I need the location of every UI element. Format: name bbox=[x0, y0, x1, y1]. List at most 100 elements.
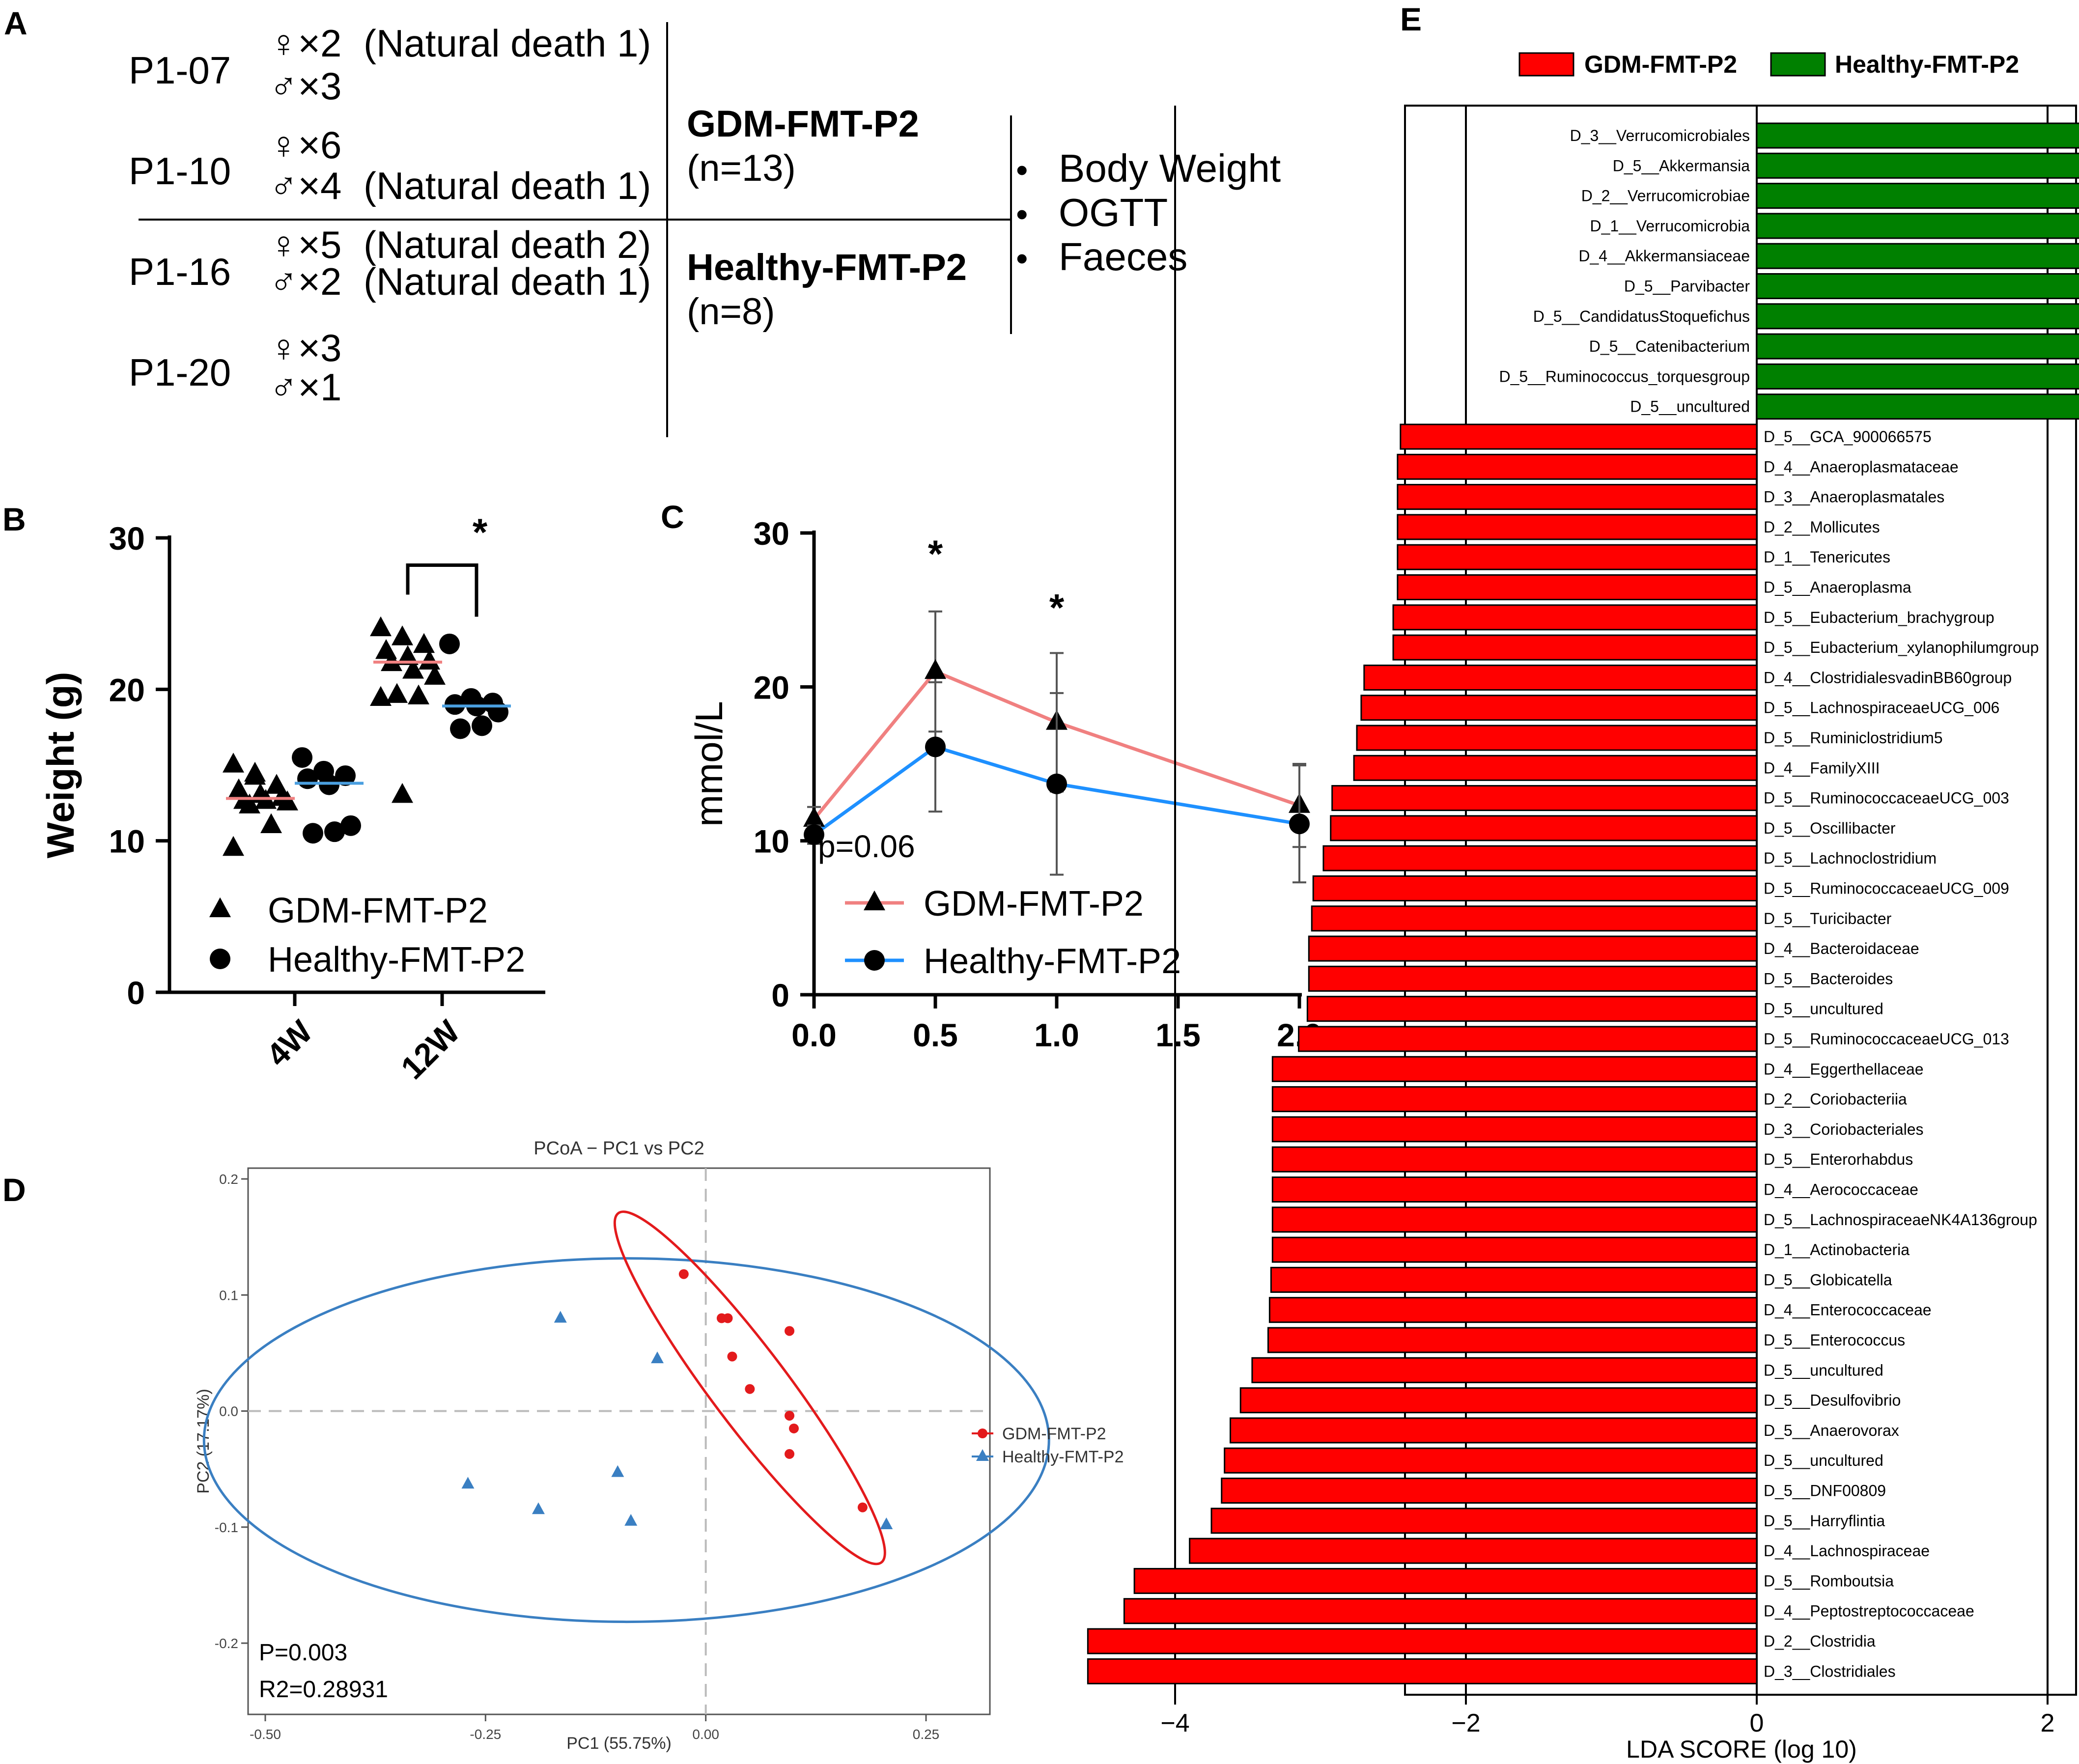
healthy-pcoa-point bbox=[461, 1477, 475, 1489]
lda-bar bbox=[1189, 1538, 1758, 1564]
healthy-weight-point bbox=[324, 821, 345, 842]
lda-bar bbox=[1756, 393, 2079, 420]
x-tick-label: 0.0 bbox=[791, 1017, 837, 1053]
gdm-weight-point bbox=[223, 836, 244, 856]
lda-bar-label: D_1__Actinobacteria bbox=[1764, 1241, 1910, 1259]
healthy-weight-point bbox=[292, 747, 312, 768]
x-tick-label: 1.5 bbox=[1155, 1017, 1201, 1053]
legend-label-healthy: Healthy-FMT-P2 bbox=[924, 942, 1181, 981]
significance-star: * bbox=[473, 510, 488, 554]
gdm-weight-point bbox=[424, 665, 446, 685]
lda-bar-label: D_3__Anaeroplasmatales bbox=[1764, 488, 1944, 506]
gdm-pcoa-point bbox=[785, 1410, 795, 1421]
gdm-weight-point bbox=[386, 683, 408, 703]
gdm-series-line bbox=[813, 669, 1300, 821]
lda-bar bbox=[1331, 785, 1758, 812]
lda-bar bbox=[1400, 423, 1758, 450]
lda-bar-label: D_4__Bacteroidaceae bbox=[1764, 940, 1919, 957]
lda-bar bbox=[1397, 453, 1758, 480]
y-tick-label: 20 bbox=[109, 672, 145, 708]
legend-marker-healthy bbox=[864, 950, 885, 971]
legend-marker-gdm bbox=[978, 1428, 987, 1438]
lda-bar bbox=[1133, 1568, 1758, 1594]
litter-female-count: ♀×3 bbox=[269, 326, 341, 369]
lda-bar bbox=[1268, 1297, 1758, 1323]
legend-swatch-gdm bbox=[1518, 52, 1574, 77]
litter-male-count: ♂×4 bbox=[269, 164, 341, 207]
healthy-pcoa-point bbox=[880, 1517, 893, 1529]
lda-bar-label: D_5__LachnospiraceaeUCG_006 bbox=[1764, 699, 1999, 717]
lda-bar bbox=[1229, 1417, 1758, 1444]
litter-note: (Natural death 1) bbox=[364, 22, 651, 65]
x-tick-label: 4W bbox=[259, 1013, 320, 1073]
lda-bar-label: D_2__Mollicutes bbox=[1764, 518, 1880, 536]
lda-bar bbox=[1267, 1327, 1758, 1353]
lda-bar-label: D_3__Clostridiales bbox=[1764, 1662, 1896, 1680]
lda-bar-label: D_2__Coriobacteriia bbox=[1764, 1091, 1907, 1108]
healthy-weight-point bbox=[340, 815, 361, 836]
lda-bar bbox=[1756, 122, 2079, 149]
stat-p-value: P=0.003 bbox=[259, 1640, 347, 1666]
lda-bar bbox=[1210, 1508, 1758, 1534]
lda-bar-label: D_5__Oscillibacter bbox=[1764, 819, 1896, 837]
x-tick-label: 2 bbox=[2041, 1709, 2055, 1737]
lda-bar-label: D_5__Romboutsia bbox=[1764, 1572, 1894, 1590]
healthy-pcoa-point bbox=[651, 1351, 664, 1364]
y-tick-label: 0.0 bbox=[219, 1404, 238, 1419]
gdm-pcoa-point bbox=[785, 1326, 795, 1336]
litter-male-count: ♂×3 bbox=[269, 64, 341, 108]
lda-bar bbox=[1392, 604, 1758, 631]
lda-bar-label: D_1__Tenericutes bbox=[1764, 548, 1890, 566]
ogtt-chart-marks: * * p=0.06 GDM-FMT-P2 Healthy-FMT-P2 bbox=[803, 532, 1310, 981]
lda-bar-label: D_5__Ruminococcus_torquesgroup bbox=[1499, 367, 1750, 385]
lda-bar-label: D_5__Ruminiclostridium5 bbox=[1764, 729, 1943, 747]
lda-bar bbox=[1312, 875, 1758, 901]
legend-label-gdm: GDM-FMT-P2 bbox=[1584, 51, 1737, 78]
lda-bar bbox=[1756, 273, 2079, 299]
legend-label-gdm: GDM-FMT-P2 bbox=[268, 891, 488, 930]
panel-letter-b: B bbox=[2, 501, 26, 537]
x-tick-label: −4 bbox=[1160, 1709, 1189, 1737]
lda-bar-label: D_1__Verrucomicrobia bbox=[1590, 217, 1750, 235]
y-axis-label: mmol/L bbox=[687, 701, 730, 827]
lda-bar-label: D_4__Eggerthellaceae bbox=[1764, 1060, 1924, 1078]
legend-label-healthy: Healthy-FMT-P2 bbox=[268, 940, 525, 980]
lda-bar bbox=[1311, 905, 1758, 932]
litter-female-count: ♀×5 bbox=[269, 223, 341, 266]
significance-star: * bbox=[1049, 586, 1065, 629]
panel-d: D PCoA − PC1 vs PC2 -0.50 -0.25 0.00 0.25 -0.… bbox=[2, 1138, 1124, 1753]
gdm-ogtt-point bbox=[803, 807, 825, 827]
gdm-pcoa-point bbox=[727, 1351, 737, 1362]
y-tick-label: 30 bbox=[109, 520, 145, 557]
lda-bar-label: D_5__Bacteroides bbox=[1764, 970, 1893, 987]
legend-label-healthy: Healthy-FMT-P2 bbox=[1835, 51, 2019, 78]
lda-bar bbox=[1221, 1478, 1758, 1504]
lda-bar bbox=[1251, 1357, 1758, 1383]
lda-bar bbox=[1271, 1146, 1758, 1173]
lda-bar-label: D_4__Enterococcaceae bbox=[1764, 1301, 1932, 1319]
litter-note: (Natural death 1) bbox=[364, 260, 651, 303]
lda-bar bbox=[1322, 845, 1758, 871]
panel-letter-c: C bbox=[661, 499, 684, 535]
lda-bar-label: D_4__Akkermansiaceae bbox=[1578, 247, 1750, 265]
bullet-dot: • bbox=[1016, 239, 1028, 278]
y-tick-label: 0.2 bbox=[219, 1172, 238, 1187]
lda-bar-label: D_5__Parvibacter bbox=[1624, 278, 1750, 295]
healthy-weight-point bbox=[439, 633, 460, 654]
lda-bar-label: D_5__CandidatusStoquefichus bbox=[1533, 308, 1750, 325]
healthy-weight-point bbox=[472, 715, 492, 736]
panel-letter-a: A bbox=[4, 5, 28, 41]
litter-male-count: ♂×1 bbox=[269, 365, 341, 409]
healthy-ogtt-point bbox=[1046, 773, 1067, 794]
litter-note: (Natural death 1) bbox=[364, 164, 651, 207]
gdm-weight-point bbox=[392, 783, 413, 803]
litter-female-count: ♀×6 bbox=[269, 123, 341, 167]
lda-bar bbox=[1756, 303, 2079, 330]
lda-bar bbox=[1397, 574, 1758, 600]
lda-bar bbox=[1306, 996, 1758, 1022]
lda-bar bbox=[1224, 1447, 1758, 1474]
x-tick-label: 12W bbox=[394, 1013, 467, 1086]
y-tick-label: -0.1 bbox=[215, 1520, 238, 1535]
lda-bar-label: D_5__uncultured bbox=[1764, 1000, 1883, 1018]
